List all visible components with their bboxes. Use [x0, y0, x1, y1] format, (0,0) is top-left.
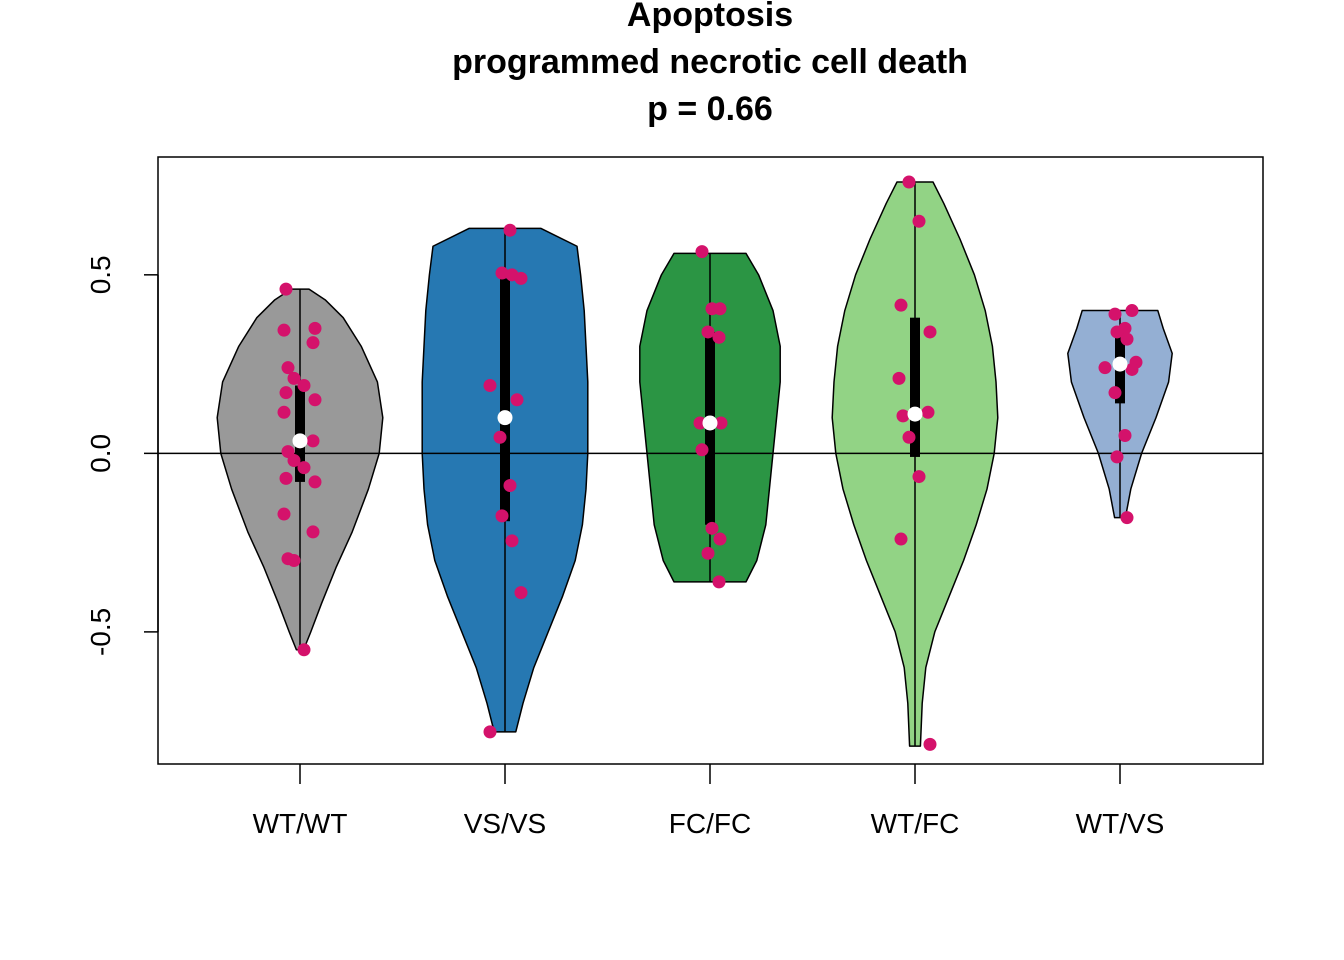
- data-point: [277, 323, 291, 337]
- title-line-1: Apoptosis: [627, 0, 793, 34]
- median-marker: [1112, 356, 1128, 372]
- median-marker: [497, 410, 513, 426]
- data-point: [1120, 332, 1134, 346]
- x-tick-label: WT/FC: [871, 808, 960, 839]
- x-axis: WT/WT VS/VS FC/FC WT/FC WT/VS: [253, 764, 1165, 839]
- x-tick-label: FC/FC: [669, 808, 751, 839]
- y-tick-label: 0.5: [85, 255, 116, 294]
- data-point: [495, 509, 509, 523]
- data-point: [514, 271, 528, 285]
- data-point: [1120, 511, 1134, 525]
- data-point: [902, 175, 916, 189]
- data-point: [297, 379, 311, 393]
- data-point: [505, 534, 519, 548]
- x-tick-label: WT/WT: [253, 808, 348, 839]
- data-point: [1110, 325, 1124, 339]
- data-point: [279, 386, 293, 400]
- data-point: [503, 223, 517, 237]
- data-point: [297, 461, 311, 475]
- data-point: [1110, 450, 1124, 464]
- data-point: [1108, 307, 1122, 321]
- data-point: [510, 393, 524, 407]
- title-line-3: p = 0.66: [647, 90, 773, 128]
- data-point: [896, 409, 910, 423]
- data-point: [308, 393, 322, 407]
- data-point: [902, 430, 916, 444]
- median-marker: [702, 415, 718, 431]
- data-point: [1125, 304, 1139, 318]
- median-marker: [292, 433, 308, 449]
- points-layer: [277, 175, 1143, 751]
- data-point: [287, 454, 301, 467]
- y-axis: -0.5 0.0 0.5: [85, 255, 159, 656]
- data-point: [1108, 386, 1122, 400]
- data-point: [279, 471, 293, 485]
- data-point: [514, 586, 528, 600]
- data-point: [712, 330, 726, 344]
- data-point: [306, 434, 320, 448]
- median-marker: [907, 406, 923, 422]
- data-point: [503, 478, 517, 492]
- data-point: [713, 302, 727, 316]
- data-point: [279, 282, 293, 296]
- data-point: [714, 416, 728, 430]
- data-point: [712, 575, 726, 589]
- y-tick-label: -0.5: [85, 608, 116, 656]
- data-point: [287, 371, 301, 385]
- data-point: [297, 643, 311, 657]
- data-point: [923, 737, 937, 751]
- y-tick-label: 0.0: [85, 434, 116, 473]
- title-line-2: programmed necrotic cell death: [452, 43, 968, 81]
- data-point: [277, 405, 291, 419]
- violins-layer: [216, 181, 1173, 747]
- data-point: [695, 245, 709, 259]
- data-point: [921, 405, 935, 419]
- data-point: [483, 725, 497, 739]
- data-point: [705, 521, 719, 535]
- x-tick-label: VS/VS: [464, 808, 546, 839]
- chart-title: Apoptosis programmed necrotic cell death…: [452, 0, 968, 128]
- plot-frame: [157, 156, 1264, 765]
- data-point: [923, 325, 937, 339]
- data-point: [912, 470, 926, 484]
- data-point: [1098, 361, 1112, 375]
- data-point: [277, 507, 291, 521]
- data-point: [701, 325, 715, 339]
- data-point: [495, 266, 509, 280]
- data-point: [308, 321, 322, 335]
- data-point: [306, 336, 320, 350]
- data-point: [892, 371, 906, 385]
- data-point: [287, 553, 301, 567]
- data-point: [713, 532, 727, 546]
- data-point: [308, 475, 322, 489]
- data-point: [1118, 429, 1132, 443]
- data-point: [306, 525, 320, 539]
- data-point: [701, 546, 715, 560]
- data-point: [483, 379, 497, 393]
- iqr-box: [500, 278, 510, 522]
- iqr-box: [910, 317, 920, 457]
- data-point: [695, 443, 709, 457]
- data-point: [493, 430, 507, 444]
- data-point: [281, 361, 295, 375]
- data-point: [894, 298, 908, 312]
- data-point: [894, 532, 908, 546]
- x-tick-label: WT/VS: [1076, 808, 1165, 839]
- data-point: [1125, 362, 1139, 376]
- data-point: [912, 214, 926, 228]
